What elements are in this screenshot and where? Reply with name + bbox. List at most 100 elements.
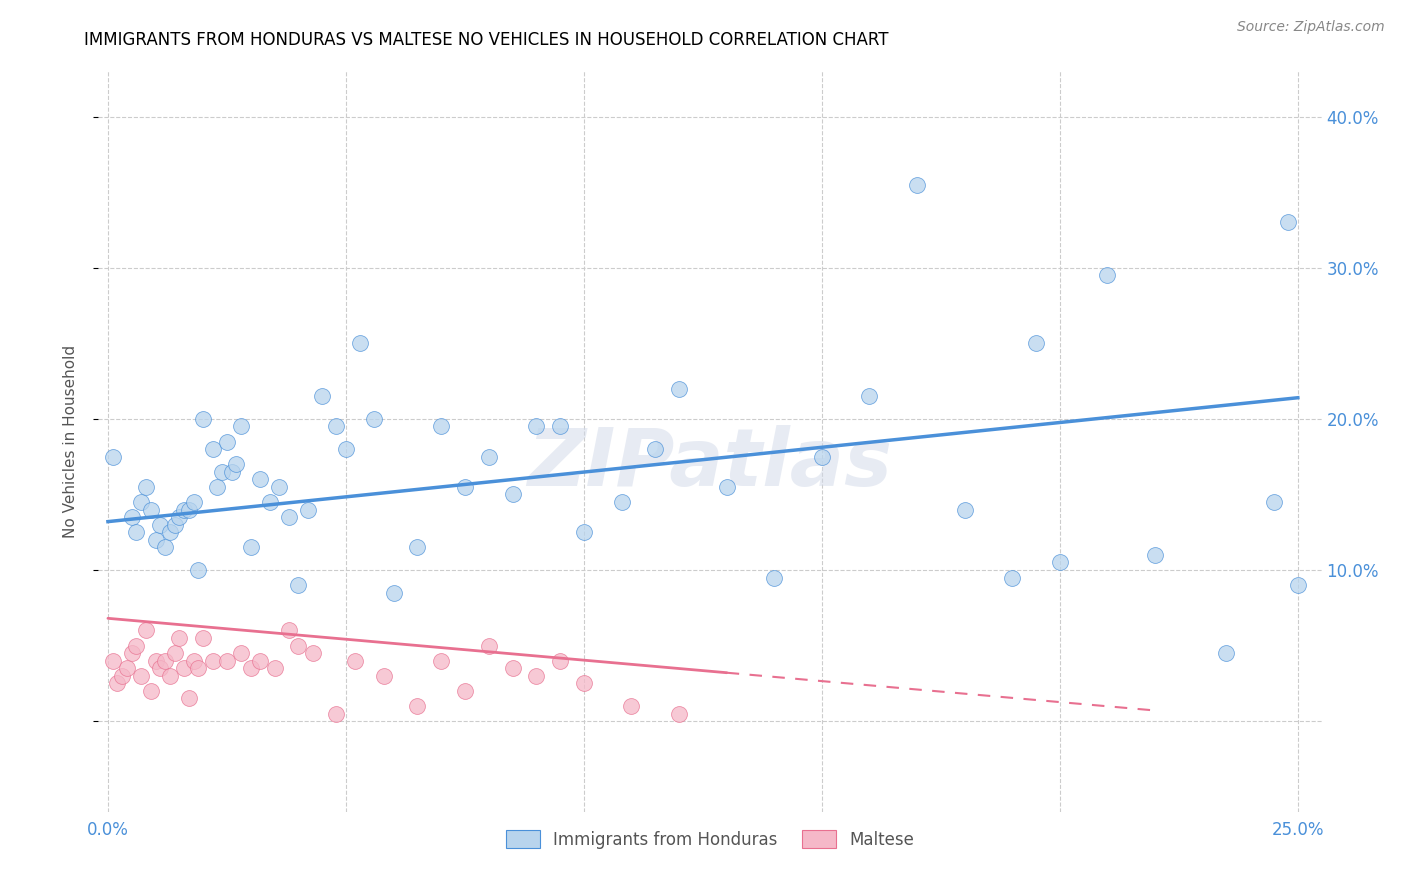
Point bbox=[620, 698, 643, 713]
Point bbox=[668, 706, 690, 721]
Point bbox=[163, 517, 186, 532]
Point bbox=[149, 661, 172, 675]
Point bbox=[572, 676, 595, 690]
Point bbox=[430, 654, 453, 668]
Point bbox=[858, 389, 880, 403]
Point bbox=[191, 412, 214, 426]
Point bbox=[454, 480, 477, 494]
Point bbox=[644, 442, 666, 456]
Point bbox=[177, 502, 200, 516]
Point bbox=[287, 578, 309, 592]
Point bbox=[1286, 578, 1309, 592]
Point bbox=[263, 661, 285, 675]
Point bbox=[335, 442, 357, 456]
Point bbox=[121, 510, 143, 524]
Point bbox=[259, 495, 281, 509]
Point bbox=[187, 563, 209, 577]
Point bbox=[478, 639, 501, 653]
Text: Source: ZipAtlas.com: Source: ZipAtlas.com bbox=[1237, 20, 1385, 34]
Point bbox=[169, 631, 191, 645]
Point bbox=[101, 450, 124, 464]
Point bbox=[215, 434, 238, 449]
Point bbox=[1049, 556, 1071, 570]
Point bbox=[382, 585, 405, 599]
Point bbox=[1097, 268, 1119, 283]
Point bbox=[159, 669, 181, 683]
Point bbox=[363, 412, 385, 426]
Point bbox=[169, 510, 191, 524]
Point bbox=[139, 683, 162, 698]
Point bbox=[548, 419, 571, 434]
Point bbox=[187, 661, 209, 675]
Point bbox=[610, 495, 633, 509]
Point bbox=[548, 654, 571, 668]
Point bbox=[139, 502, 162, 516]
Point bbox=[1277, 215, 1299, 229]
Point bbox=[373, 669, 395, 683]
Point bbox=[297, 502, 319, 516]
Point bbox=[454, 683, 477, 698]
Point bbox=[325, 706, 347, 721]
Point bbox=[231, 646, 253, 660]
Legend: Immigrants from Honduras, Maltese: Immigrants from Honduras, Maltese bbox=[499, 823, 921, 855]
Point bbox=[1025, 336, 1047, 351]
Point bbox=[135, 624, 157, 638]
Point bbox=[129, 669, 152, 683]
Point bbox=[301, 646, 323, 660]
Point bbox=[101, 654, 124, 668]
Point bbox=[502, 487, 524, 501]
Point bbox=[344, 654, 367, 668]
Point bbox=[1263, 495, 1285, 509]
Point bbox=[287, 639, 309, 653]
Point bbox=[111, 669, 134, 683]
Point bbox=[406, 698, 429, 713]
Point bbox=[183, 654, 205, 668]
Point bbox=[129, 495, 152, 509]
Point bbox=[716, 480, 738, 494]
Point bbox=[277, 624, 299, 638]
Point bbox=[177, 691, 200, 706]
Point bbox=[478, 450, 501, 464]
Text: IMMIGRANTS FROM HONDURAS VS MALTESE NO VEHICLES IN HOUSEHOLD CORRELATION CHART: IMMIGRANTS FROM HONDURAS VS MALTESE NO V… bbox=[84, 31, 889, 49]
Point bbox=[107, 676, 129, 690]
Point bbox=[239, 661, 262, 675]
Point bbox=[145, 533, 167, 547]
Point bbox=[145, 654, 167, 668]
Point bbox=[502, 661, 524, 675]
Point bbox=[524, 419, 547, 434]
Point bbox=[406, 541, 429, 555]
Point bbox=[905, 178, 928, 192]
Point bbox=[173, 502, 195, 516]
Point bbox=[311, 389, 333, 403]
Point bbox=[201, 654, 224, 668]
Point bbox=[221, 465, 243, 479]
Point bbox=[211, 465, 233, 479]
Point bbox=[135, 480, 157, 494]
Point bbox=[191, 631, 214, 645]
Point bbox=[430, 419, 453, 434]
Point bbox=[215, 654, 238, 668]
Point bbox=[201, 442, 224, 456]
Point bbox=[239, 541, 262, 555]
Point bbox=[225, 457, 247, 471]
Point bbox=[183, 495, 205, 509]
Point bbox=[153, 654, 176, 668]
Point bbox=[207, 480, 229, 494]
Point bbox=[1144, 548, 1167, 562]
Point bbox=[249, 472, 271, 486]
Point bbox=[115, 661, 138, 675]
Point bbox=[668, 382, 690, 396]
Point bbox=[572, 525, 595, 540]
Point bbox=[1001, 570, 1024, 584]
Point bbox=[125, 639, 148, 653]
Point bbox=[269, 480, 291, 494]
Text: ZIPatlas: ZIPatlas bbox=[527, 425, 893, 503]
Point bbox=[1215, 646, 1237, 660]
Point bbox=[524, 669, 547, 683]
Point bbox=[277, 510, 299, 524]
Point bbox=[249, 654, 271, 668]
Point bbox=[349, 336, 371, 351]
Point bbox=[231, 419, 253, 434]
Point bbox=[811, 450, 834, 464]
Point bbox=[159, 525, 181, 540]
